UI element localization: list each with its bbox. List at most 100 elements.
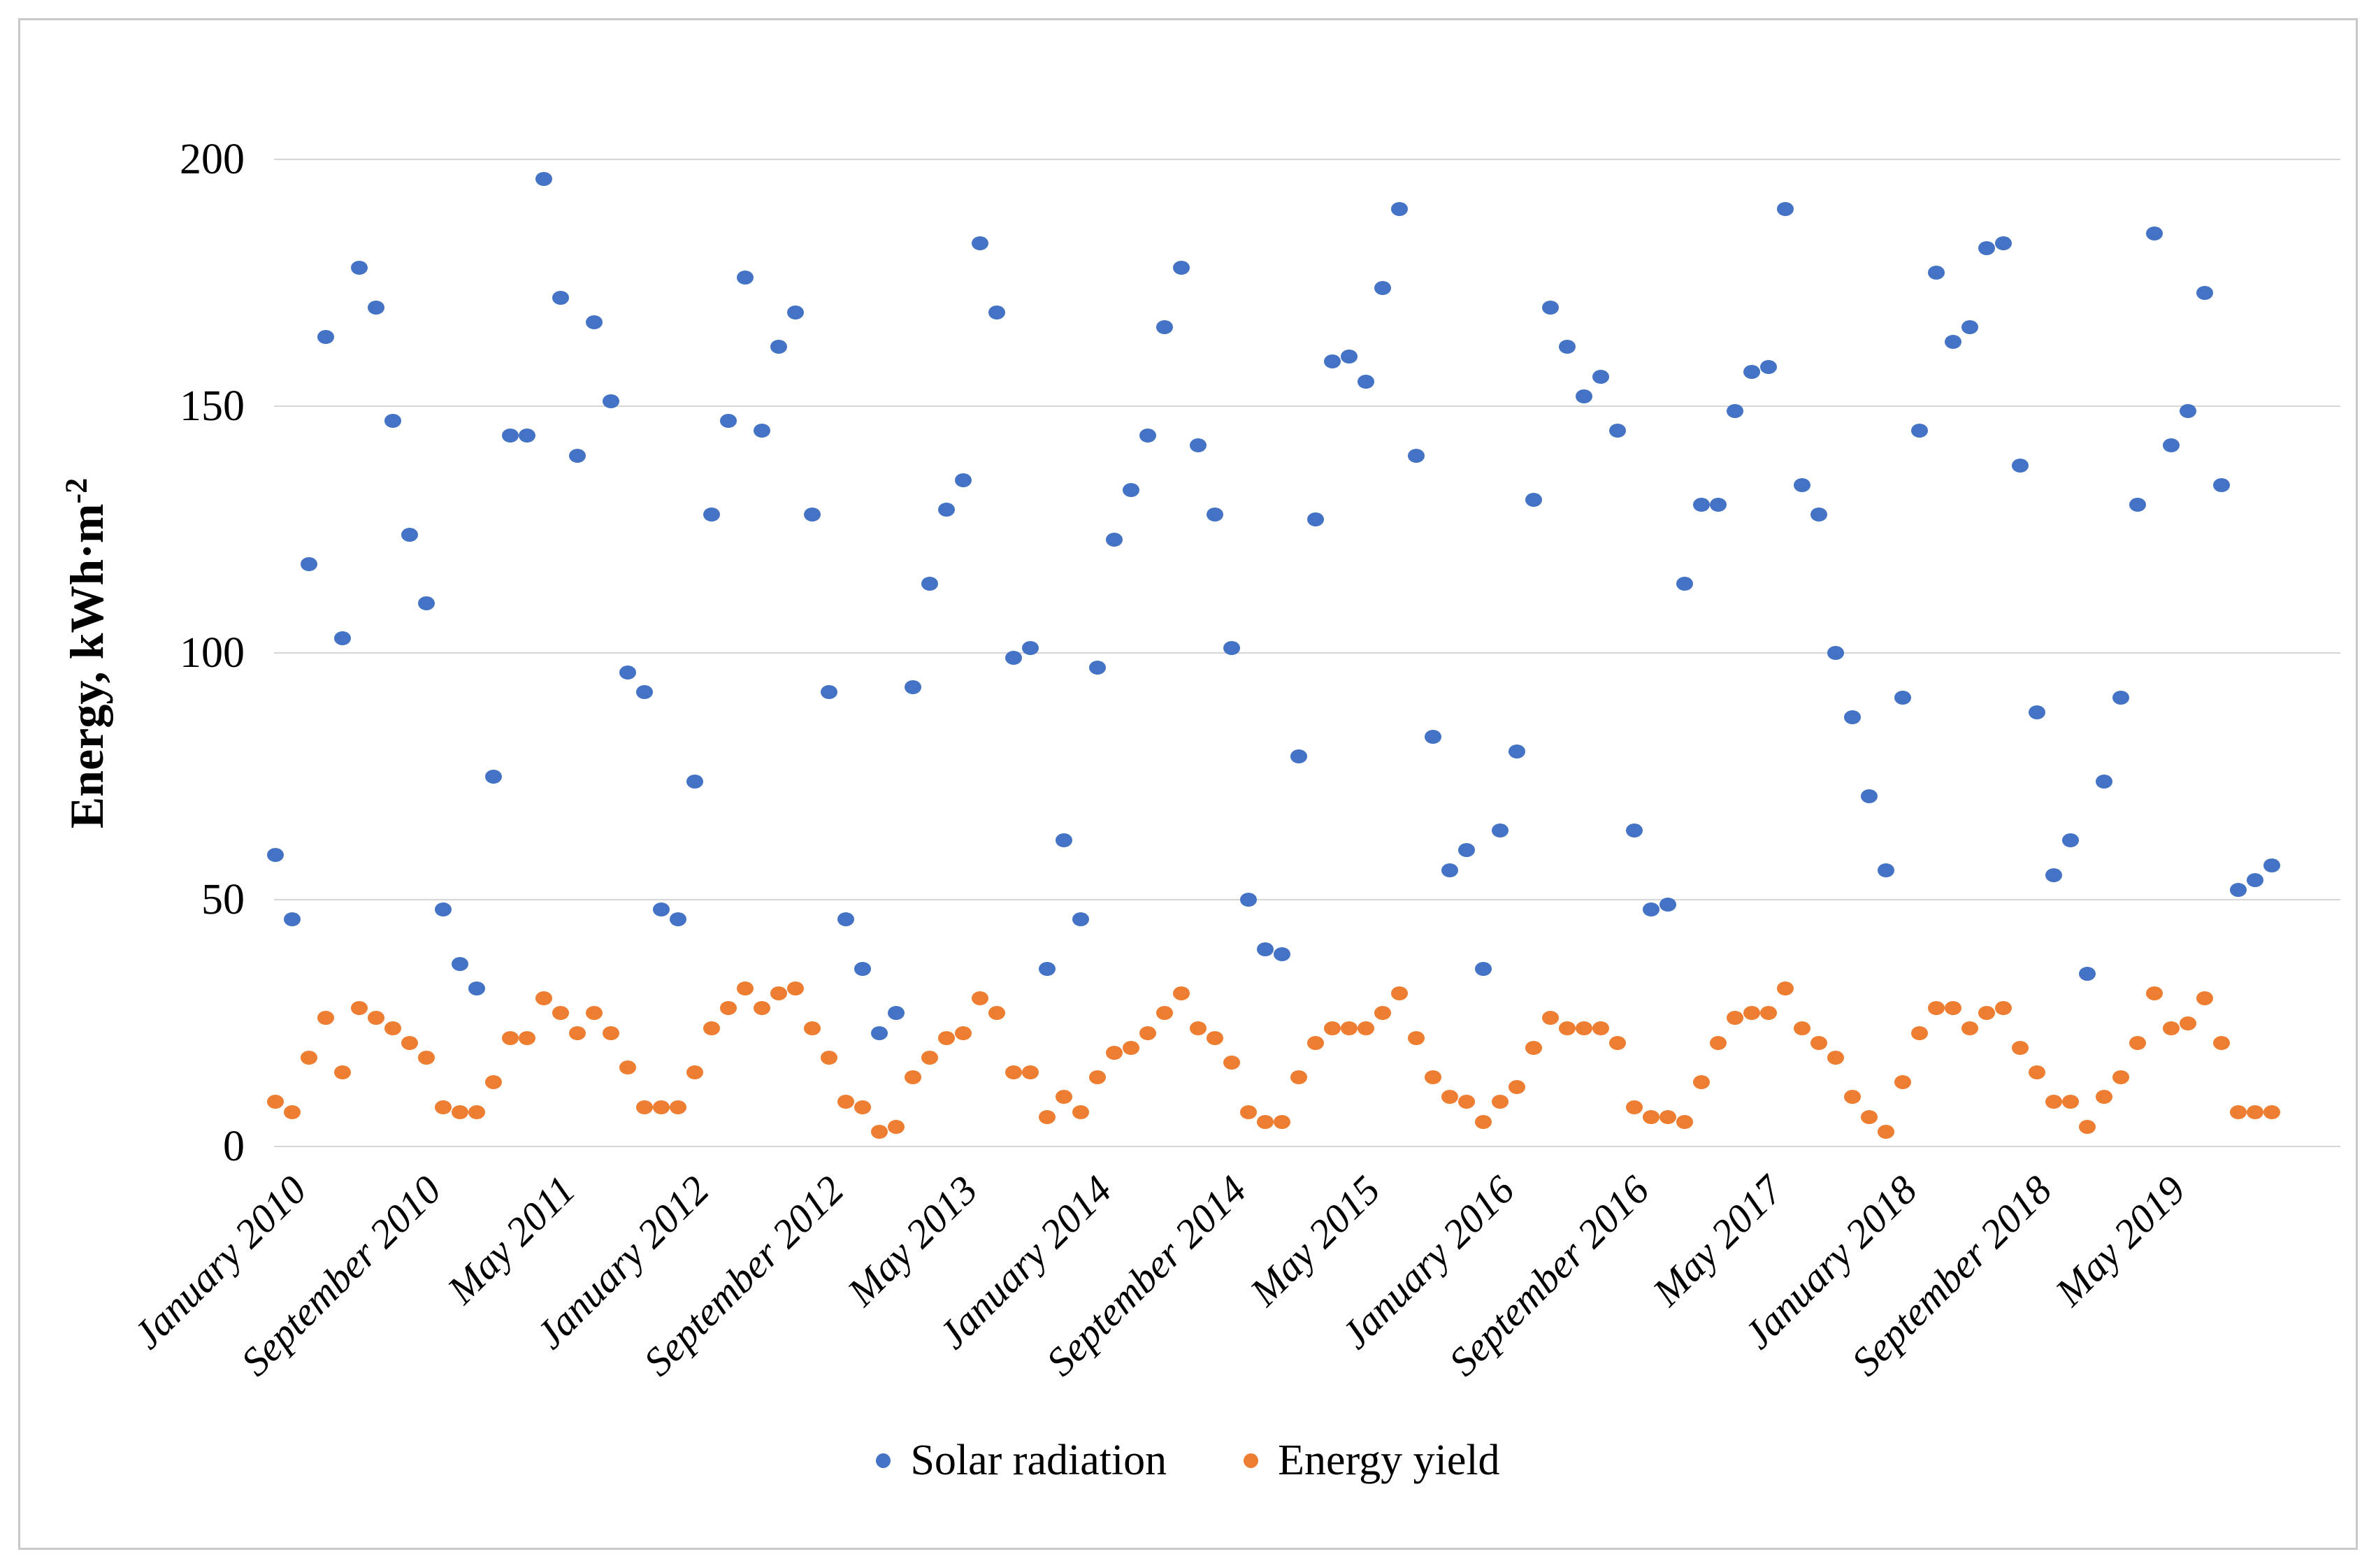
data-point-energy-yield [972,991,988,1006]
data-point-energy-yield [1894,1075,1911,1090]
data-point-energy-yield [1693,1075,1710,1090]
data-point-energy-yield [2146,986,2163,1001]
data-point-energy-yield [2045,1095,2062,1109]
data-point-solar-radiation [1777,201,1794,216]
data-point-solar-radiation [1810,508,1827,522]
legend-item-solar-radiation: Solar radiation [876,1439,1167,1482]
data-point-solar-radiation [653,902,670,917]
data-point-solar-radiation [1710,498,1727,512]
data-point-solar-radiation [1156,320,1173,335]
data-point-solar-radiation [1324,354,1341,369]
data-point-energy-yield [1542,1011,1559,1026]
data-point-energy-yield [1324,1021,1341,1035]
data-point-solar-radiation [1257,942,1274,956]
data-point-energy-yield [1156,1006,1173,1021]
data-point-solar-radiation [1458,843,1475,858]
data-point-energy-yield [1056,1090,1072,1105]
data-point-solar-radiation [1693,498,1710,512]
data-point-energy-yield [2180,1016,2196,1030]
data-point-solar-radiation [955,473,972,487]
data-point-energy-yield [1844,1090,1861,1105]
data-point-energy-yield [1492,1095,1509,1109]
data-point-energy-yield [1626,1100,1643,1114]
data-point-energy-yield [1257,1114,1274,1129]
data-point-solar-radiation [703,508,720,522]
data-point-energy-yield [2163,1021,2180,1035]
gridline-0 [274,1146,2340,1147]
gridline-200 [274,159,2340,160]
data-point-solar-radiation [1425,730,1441,745]
data-point-energy-yield [988,1006,1005,1021]
data-point-solar-radiation [636,685,653,700]
data-point-energy-yield [401,1035,418,1050]
data-point-solar-radiation [837,912,854,927]
y-tick-label-150: 150 [180,382,245,430]
data-point-solar-radiation [2146,226,2163,240]
data-point-solar-radiation [2180,404,2196,419]
data-point-energy-yield [686,1065,703,1080]
data-point-energy-yield [821,1050,837,1065]
data-point-energy-yield [636,1100,653,1114]
data-point-solar-radiation [552,290,569,305]
data-point-solar-radiation [787,305,804,319]
data-point-energy-yield [586,1006,603,1021]
data-point-solar-radiation [1643,902,1659,917]
data-point-energy-yield [1374,1006,1391,1021]
data-point-solar-radiation [770,340,787,354]
data-point-solar-radiation [317,330,334,345]
data-point-solar-radiation [619,666,636,680]
data-point-energy-yield [1559,1021,1576,1035]
chart-outer-border [18,18,2358,1550]
data-point-energy-yield [552,1006,569,1021]
data-point-solar-radiation [1190,438,1207,453]
data-point-energy-yield [2079,1119,2096,1134]
data-point-energy-yield [519,1030,535,1045]
y-tick-label-50: 50 [201,876,245,923]
data-point-energy-yield [1022,1065,1039,1080]
data-point-solar-radiation [1978,241,1995,256]
data-point-energy-yield [938,1030,955,1045]
data-point-energy-yield [2096,1090,2112,1105]
data-point-solar-radiation [1961,320,1978,335]
data-point-energy-yield [1441,1090,1458,1105]
data-point-energy-yield [1039,1109,1056,1124]
data-point-energy-yield [703,1021,720,1035]
data-point-solar-radiation [1928,266,1945,280]
data-point-energy-yield [2230,1105,2247,1119]
data-point-energy-yield [1878,1124,1894,1139]
data-point-solar-radiation [1911,424,1928,438]
legend: Solar radiation Energy yield [0,1439,2376,1482]
data-point-solar-radiation [301,556,317,571]
data-point-solar-radiation [871,1026,888,1040]
data-point-energy-yield [1173,986,1190,1001]
data-point-energy-yield [1743,1006,1760,1021]
data-point-energy-yield [485,1075,502,1090]
data-point-solar-radiation [2263,858,2280,872]
data-point-solar-radiation [1659,898,1676,912]
data-point-energy-yield [1676,1114,1693,1129]
data-point-energy-yield [368,1011,384,1026]
gridline-100 [274,652,2340,654]
data-point-solar-radiation [1123,483,1139,498]
data-point-solar-radiation [1391,201,1408,216]
data-point-energy-yield [1861,1109,1878,1124]
data-point-solar-radiation [1676,577,1693,591]
data-point-energy-yield [770,986,787,1001]
data-point-energy-yield [619,1060,636,1075]
gridline-50 [274,899,2340,900]
data-point-solar-radiation [720,414,737,429]
data-point-solar-radiation [519,429,535,443]
data-point-energy-yield [1643,1109,1659,1124]
data-point-solar-radiation [1207,508,1223,522]
data-point-solar-radiation [1408,448,1425,463]
data-point-solar-radiation [435,902,452,917]
data-point-energy-yield [1576,1021,1592,1035]
data-point-energy-yield [2112,1070,2129,1085]
data-point-solar-radiation [2247,872,2263,887]
data-point-solar-radiation [2163,438,2180,453]
data-point-solar-radiation [368,300,384,315]
data-point-solar-radiation [401,527,418,542]
data-point-solar-radiation [1139,429,1156,443]
data-point-solar-radiation [2012,458,2029,473]
